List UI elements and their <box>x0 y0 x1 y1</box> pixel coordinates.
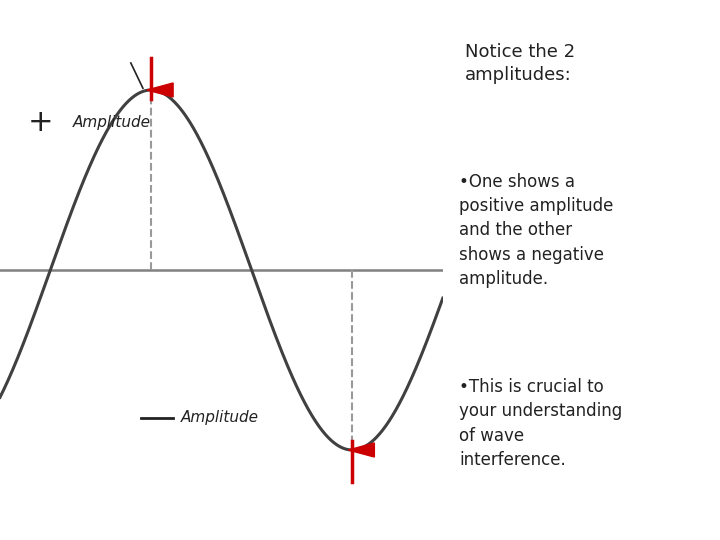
Text: •One shows a
positive amplitude
and the other
shows a negative
amplitude.: •One shows a positive amplitude and the … <box>459 173 614 288</box>
Text: Amplitude: Amplitude <box>181 410 259 425</box>
Text: Amplitude: Amplitude <box>73 115 150 130</box>
Text: +: + <box>27 108 53 137</box>
Polygon shape <box>147 83 173 97</box>
Polygon shape <box>348 443 374 457</box>
Text: Notice the 2
amplitudes:: Notice the 2 amplitudes: <box>465 43 575 84</box>
Text: •This is crucial to
your understanding
of wave
interference.: •This is crucial to your understanding o… <box>459 378 623 469</box>
